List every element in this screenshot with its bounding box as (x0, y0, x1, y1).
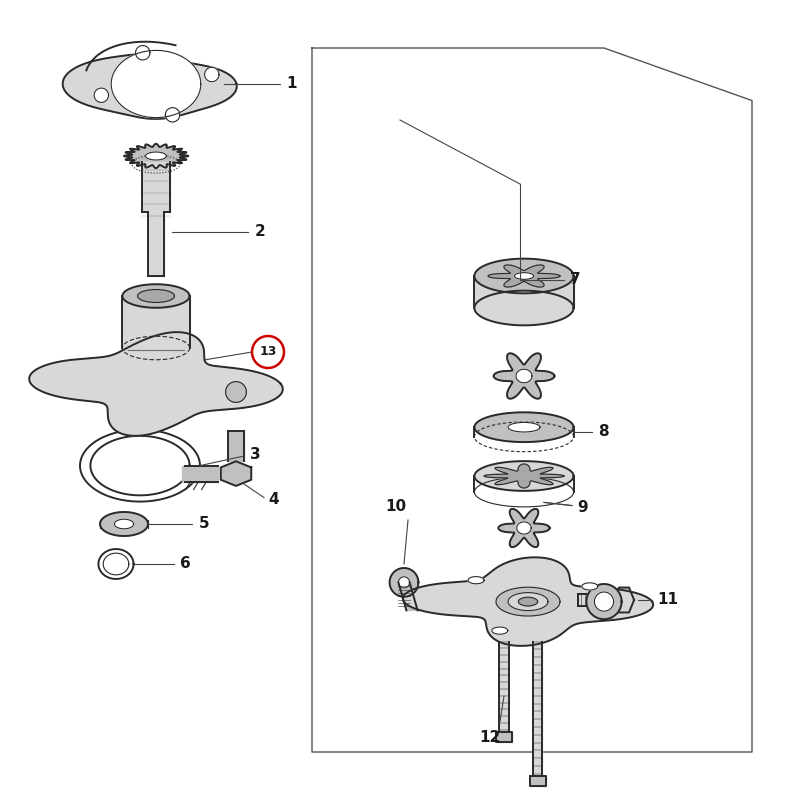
Text: 5: 5 (198, 517, 209, 531)
Polygon shape (496, 587, 560, 616)
Polygon shape (135, 46, 150, 60)
Polygon shape (474, 412, 574, 442)
Polygon shape (516, 370, 532, 382)
Polygon shape (111, 50, 201, 118)
Text: 1: 1 (286, 77, 297, 91)
Polygon shape (533, 642, 542, 776)
Text: 6: 6 (180, 557, 190, 571)
Polygon shape (124, 144, 188, 168)
Polygon shape (586, 584, 622, 619)
Polygon shape (114, 519, 134, 529)
Polygon shape (398, 582, 418, 610)
Polygon shape (94, 88, 109, 102)
Polygon shape (146, 152, 166, 160)
Polygon shape (508, 593, 548, 610)
Polygon shape (530, 776, 546, 786)
Polygon shape (221, 462, 251, 486)
Text: 9: 9 (578, 501, 588, 515)
Polygon shape (474, 290, 574, 326)
Polygon shape (508, 422, 540, 432)
Polygon shape (499, 642, 509, 732)
Text: 2: 2 (254, 225, 265, 239)
Polygon shape (100, 512, 148, 536)
Polygon shape (517, 522, 531, 534)
Polygon shape (142, 162, 170, 212)
Polygon shape (122, 296, 190, 348)
Polygon shape (468, 577, 484, 584)
Polygon shape (390, 568, 418, 597)
Text: 10: 10 (386, 498, 406, 514)
Polygon shape (518, 598, 538, 606)
Text: 8: 8 (598, 425, 609, 439)
Polygon shape (578, 594, 614, 606)
Polygon shape (474, 461, 574, 491)
Text: 13: 13 (259, 346, 277, 358)
Polygon shape (403, 558, 653, 646)
Polygon shape (484, 464, 564, 488)
Polygon shape (514, 273, 534, 279)
Polygon shape (496, 732, 512, 742)
Polygon shape (398, 577, 410, 588)
Polygon shape (498, 509, 550, 547)
Polygon shape (205, 67, 219, 82)
Polygon shape (474, 276, 574, 308)
Polygon shape (474, 258, 574, 294)
Polygon shape (582, 583, 598, 590)
Polygon shape (62, 54, 237, 119)
Text: 12: 12 (479, 730, 500, 745)
Text: 3: 3 (250, 447, 260, 462)
Polygon shape (492, 627, 508, 634)
Polygon shape (166, 108, 180, 122)
Text: 11: 11 (658, 593, 678, 607)
Polygon shape (494, 354, 554, 398)
Polygon shape (228, 431, 244, 462)
Polygon shape (138, 290, 174, 302)
Polygon shape (30, 332, 282, 436)
Polygon shape (614, 587, 634, 613)
Polygon shape (148, 212, 164, 276)
Polygon shape (594, 592, 614, 611)
Text: 4: 4 (269, 493, 279, 507)
Polygon shape (488, 265, 560, 287)
Polygon shape (182, 466, 218, 482)
Polygon shape (122, 284, 190, 308)
Text: 7: 7 (570, 273, 580, 287)
Polygon shape (226, 382, 246, 402)
